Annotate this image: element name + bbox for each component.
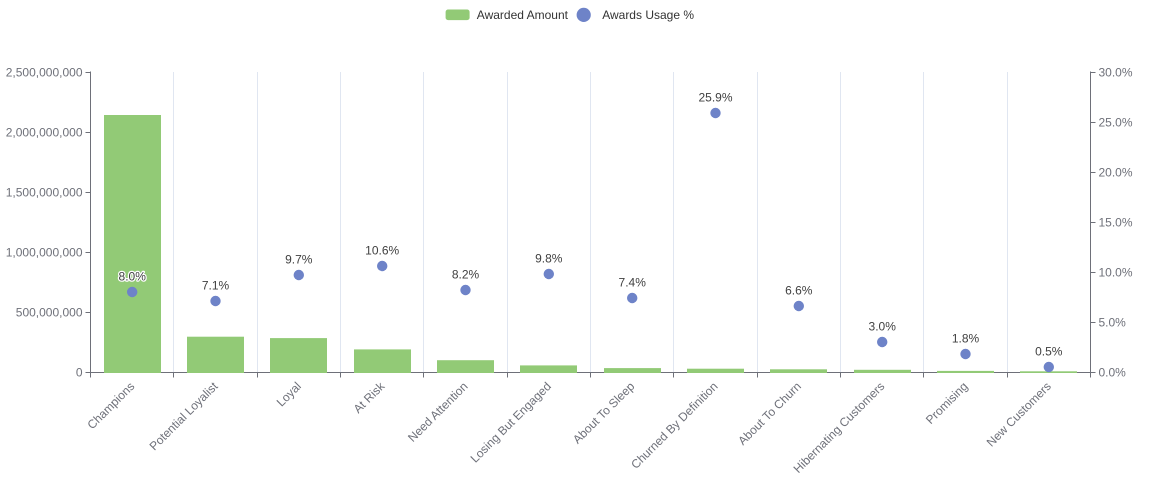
svg-text:6.6%: 6.6% — [785, 284, 813, 298]
svg-text:0.0%: 0.0% — [1099, 366, 1127, 380]
svg-text:25.0%: 25.0% — [1099, 116, 1133, 130]
svg-text:2,500,000,000: 2,500,000,000 — [6, 66, 83, 80]
svg-text:3.0%: 3.0% — [869, 320, 897, 334]
svg-text:2,000,000,000: 2,000,000,000 — [6, 126, 83, 140]
svg-text:10.6%: 10.6% — [365, 244, 399, 258]
svg-text:8.2%: 8.2% — [452, 268, 480, 282]
svg-text:7.1%: 7.1% — [202, 279, 230, 293]
svg-text:500,000,000: 500,000,000 — [16, 306, 83, 320]
svg-text:1,000,000,000: 1,000,000,000 — [6, 246, 83, 260]
svg-text:8.0%: 8.0% — [119, 270, 147, 284]
svg-text:7.4%: 7.4% — [619, 276, 647, 290]
svg-text:0.5%: 0.5% — [1035, 345, 1063, 359]
svg-text:1,500,000,000: 1,500,000,000 — [6, 186, 83, 200]
svg-text:15.0%: 15.0% — [1099, 216, 1133, 230]
svg-text:20.0%: 20.0% — [1099, 166, 1133, 180]
svg-text:5.0%: 5.0% — [1099, 316, 1127, 330]
svg-text:9.7%: 9.7% — [285, 253, 313, 267]
svg-text:10.0%: 10.0% — [1099, 266, 1133, 280]
svg-text:Awards Usage %: Awards Usage % — [602, 8, 694, 22]
svg-text:30.0%: 30.0% — [1099, 66, 1133, 80]
svg-text:Awarded Amount: Awarded Amount — [477, 8, 569, 22]
svg-text:1.8%: 1.8% — [952, 332, 980, 346]
svg-text:9.8%: 9.8% — [535, 252, 563, 266]
svg-text:0: 0 — [76, 366, 83, 380]
svg-text:25.9%: 25.9% — [698, 91, 732, 105]
